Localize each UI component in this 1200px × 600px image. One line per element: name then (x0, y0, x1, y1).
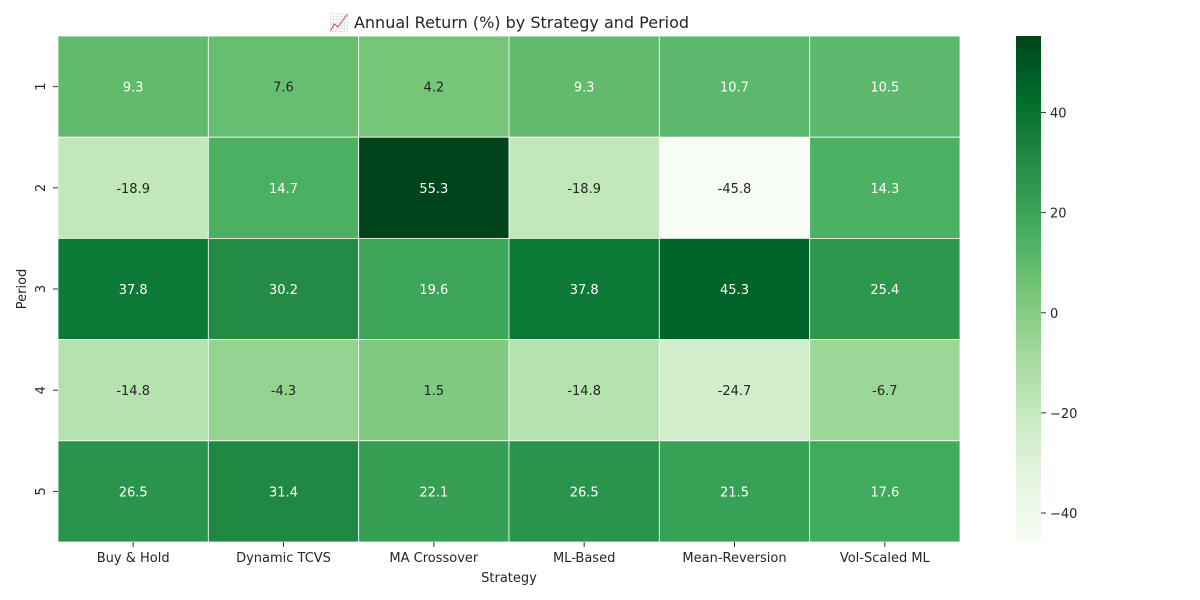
colorbar-gradient (1016, 36, 1041, 542)
cell-value-label: -18.9 (567, 182, 601, 197)
y-tick-label: 4 (34, 386, 49, 394)
y-axis-ticks: 1 2 3 4 5 (34, 82, 58, 496)
heatmap-cell (207, 35, 360, 138)
heatmap-cell (358, 35, 510, 138)
cell-value-label: 10.5 (870, 81, 899, 96)
heatmap-cell (658, 35, 811, 138)
cell-value-label: 9.3 (123, 81, 144, 96)
heatmap-cell (207, 339, 360, 442)
colorbar: 40 20 0 −20 −40 (1016, 36, 1077, 542)
heatmap-cell (207, 237, 360, 340)
x-tick-label: MA Crossover (389, 551, 479, 566)
cell-value-label: 55.3 (419, 182, 448, 197)
x-tick-label: ML-Based (553, 551, 615, 566)
cell-value-label: 14.7 (269, 182, 298, 197)
cell-value-label: 14.3 (870, 182, 899, 197)
cell-value-label: 25.4 (870, 283, 899, 298)
chart-title: 📈 Annual Return (%) by Strategy and Peri… (329, 13, 689, 32)
y-tick-label: 1 (34, 82, 49, 90)
cell-value-label: 22.1 (419, 485, 448, 500)
cell-value-label: -6.7 (872, 384, 897, 399)
cell-value-label: 30.2 (269, 283, 298, 298)
cell-value-label: 26.5 (119, 485, 148, 500)
x-axis-ticks: Buy & Hold Dynamic TCVS MA Crossover ML-Bas… (97, 542, 931, 566)
x-tick-label: Mean-Reversion (682, 551, 786, 566)
cell-value-label: -4.3 (271, 384, 296, 399)
x-tick-label: Buy & Hold (97, 551, 170, 566)
cell-value-label: 21.5 (720, 485, 749, 500)
heatmap-cell (809, 339, 961, 442)
cell-value-label: -24.7 (718, 384, 752, 399)
heatmap-cell (508, 136, 660, 239)
heatmap-cell (358, 237, 510, 340)
heatmap-cell (658, 339, 811, 442)
colorbar-tick-label: −40 (1050, 507, 1077, 522)
cell-value-label: -45.8 (718, 182, 752, 197)
colorbar-tick-label: −20 (1050, 407, 1077, 422)
heatmap-cell (658, 440, 811, 543)
y-tick-label: 5 (34, 487, 49, 495)
x-axis-label: Strategy (481, 571, 537, 586)
heatmap-cell (508, 339, 660, 442)
cell-value-label: 37.8 (119, 283, 148, 298)
colorbar-tick-label: 40 (1050, 107, 1067, 122)
heatmap-cell (508, 237, 660, 340)
heatmap-cell (57, 136, 209, 239)
heatmap-cell (658, 237, 811, 340)
heatmap-cell (207, 136, 360, 239)
heatmap-cell (57, 339, 209, 442)
cell-value-label: 45.3 (720, 283, 749, 298)
heatmap-cell (57, 35, 209, 138)
y-tick-label: 3 (34, 285, 49, 293)
x-tick-label: Vol-Scaled ML (840, 551, 931, 566)
cell-value-label: 7.6 (273, 81, 294, 96)
heatmap-cell (358, 440, 510, 543)
colorbar-tick-label: 0 (1050, 307, 1058, 322)
cell-value-label: 1.5 (423, 384, 444, 399)
heatmap-cell (809, 136, 961, 239)
heatmap-cell (508, 440, 660, 543)
heatmap-cell (358, 339, 510, 442)
heatmap-cells: 9.3 7.6 4.2 9.3 10.7 10.5 -18.9 14.7 55.3 -18.9 -4… (57, 35, 961, 543)
heatmap-cell (508, 35, 660, 138)
colorbar-tick-label: 20 (1050, 207, 1067, 222)
cell-value-label: -14.8 (116, 384, 150, 399)
cell-value-label: 4.2 (423, 81, 444, 96)
x-tick-label: Dynamic TCVS (236, 551, 331, 566)
cell-value-label: -18.9 (116, 182, 150, 197)
cell-value-label: -14.8 (567, 384, 601, 399)
cell-value-label: 37.8 (570, 283, 599, 298)
heatmap-cell (57, 237, 209, 340)
cell-value-label: 19.6 (419, 283, 448, 298)
cell-value-label: 10.7 (720, 81, 749, 96)
heatmap-cell (57, 440, 209, 543)
cell-value-label: 9.3 (574, 81, 595, 96)
heatmap-cell (809, 440, 961, 543)
y-axis-label: Period (15, 269, 30, 310)
heatmap-cell (809, 35, 961, 138)
cell-value-label: 26.5 (570, 485, 599, 500)
cell-value-label: 31.4 (269, 485, 298, 500)
y-tick-label: 2 (34, 184, 49, 192)
cell-value-label: 17.6 (870, 485, 899, 500)
heatmap-cell (809, 237, 961, 340)
